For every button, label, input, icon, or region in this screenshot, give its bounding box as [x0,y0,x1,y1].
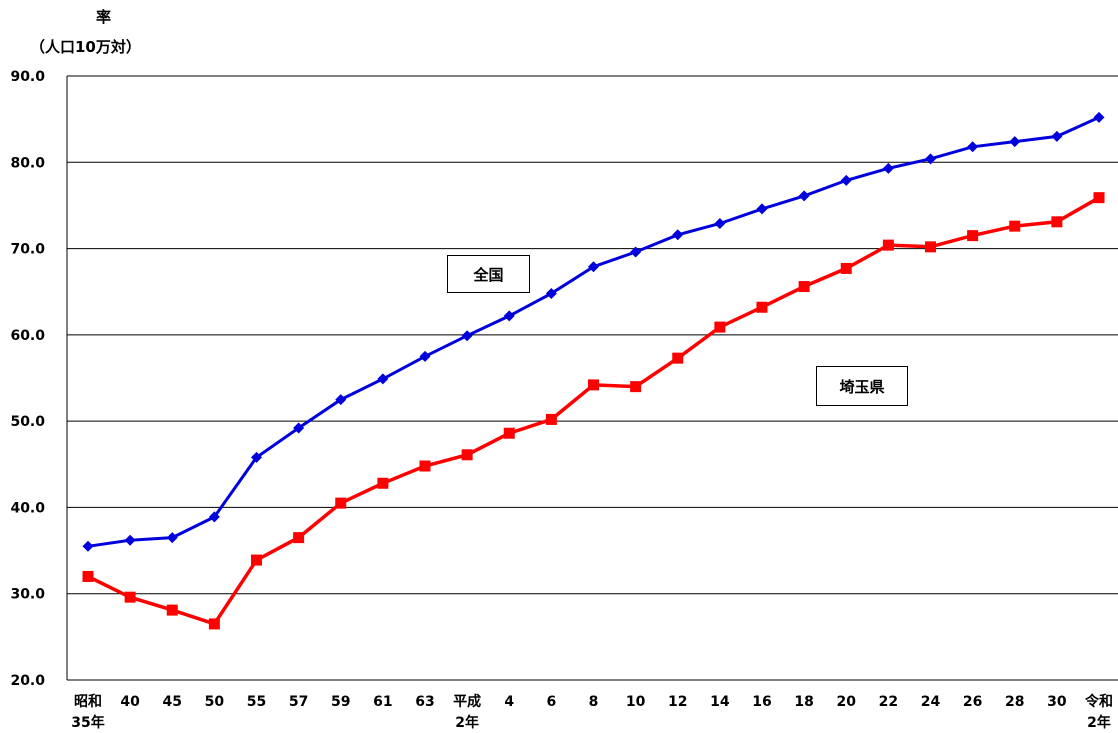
data-point-saitama [630,381,642,393]
data-point-zenkoku [251,451,262,463]
x-tick-label: 57 [289,694,308,710]
data-point-zenkoku [756,203,768,215]
data-point-saitama [714,321,726,333]
data-point-zenkoku [1093,111,1105,123]
data-point-saitama [1051,216,1063,228]
data-point-saitama [461,449,473,461]
data-point-zenkoku [82,540,94,552]
data-point-zenkoku [503,310,515,322]
data-point-saitama [840,262,852,274]
x-tick-label: 4 [504,694,514,710]
series-label-zenkoku: 全国 [447,255,530,293]
data-point-saitama [335,497,347,509]
data-point-saitama [1009,220,1021,232]
data-point-zenkoku [588,261,599,273]
x-tick-label-sub: 35年 [71,714,104,731]
x-tick-label: 45 [163,694,182,710]
y-tick-label: 80.0 [10,155,45,171]
data-point-zenkoku [798,190,810,202]
y-tick-label: 40.0 [10,500,45,516]
data-point-zenkoku [925,153,936,165]
y-tick-label: 30.0 [10,587,45,603]
x-tick-label: 55 [247,694,266,710]
y-tick-label: 70.0 [10,242,45,258]
x-tick-label: 40 [120,694,140,710]
x-tick-label: 14 [710,694,730,710]
data-point-zenkoku [419,350,431,362]
data-point-saitama [293,532,305,544]
x-tick-label: 8 [589,694,599,710]
data-point-zenkoku [1009,136,1021,148]
x-tick-label: 63 [415,694,434,710]
data-point-saitama [882,239,894,251]
data-point-zenkoku [672,229,684,241]
data-point-zenkoku [335,394,347,406]
x-tick-label: 16 [752,694,771,710]
x-tick-label: 6 [547,694,557,710]
x-tick-label: 令和 [1084,693,1113,710]
data-point-zenkoku [882,162,894,174]
y-tick-label: 20.0 [10,673,45,689]
data-point-saitama [1093,192,1105,204]
x-tick-label: 24 [921,694,941,710]
data-point-saitama [82,570,94,582]
y-axis-label-rate: 率 [96,8,112,26]
x-tick-label: 26 [963,694,982,710]
data-point-saitama [672,352,684,364]
data-point-saitama [545,413,557,425]
y-tick-label: 50.0 [10,414,45,430]
x-tick-label: 10 [626,694,646,710]
data-point-zenkoku [124,534,136,546]
x-tick-label: 20 [837,694,857,710]
data-point-zenkoku [967,141,979,153]
data-point-zenkoku [840,174,852,186]
x-tick-label: 12 [668,694,687,710]
data-point-zenkoku [377,373,389,385]
data-point-saitama [756,301,768,313]
x-tick-label: 22 [879,694,898,710]
data-point-zenkoku [208,511,220,523]
data-point-saitama [377,477,389,489]
data-point-zenkoku [1051,130,1063,142]
data-point-saitama [251,554,262,566]
y-tick-label: 60.0 [10,328,45,344]
x-tick-label: 昭和 [74,694,102,710]
data-point-saitama [967,230,979,242]
series-line-zenkoku [87,116,1100,548]
data-point-zenkoku [714,218,726,230]
y-axis-label-unit: （人口10万対） [30,38,141,56]
y-tick-label: 90.0 [10,69,45,85]
data-point-saitama [208,618,220,630]
x-tick-label: 18 [794,694,813,710]
x-tick-label: 59 [331,694,350,710]
data-point-saitama [124,591,136,603]
series-label-saitama: 埼玉県 [816,366,908,406]
x-tick-label-sub: 2年 [455,714,479,731]
data-point-saitama [419,460,431,472]
data-point-zenkoku [293,422,305,434]
x-tick-label: 28 [1005,694,1024,710]
x-tick-label: 61 [373,694,392,710]
data-point-saitama [503,427,515,439]
data-point-zenkoku [545,287,557,299]
x-tick-label: 30 [1047,694,1067,710]
data-point-saitama [798,281,810,293]
data-point-saitama [925,241,936,253]
data-point-saitama [588,379,599,391]
data-point-zenkoku [461,330,473,342]
x-tick-label-sub: 2年 [1087,714,1111,731]
x-tick-label: 50 [205,694,225,710]
data-point-zenkoku [630,246,642,258]
data-point-saitama [166,604,178,616]
x-tick-label: 平成 [453,693,481,710]
data-point-zenkoku [166,532,178,544]
